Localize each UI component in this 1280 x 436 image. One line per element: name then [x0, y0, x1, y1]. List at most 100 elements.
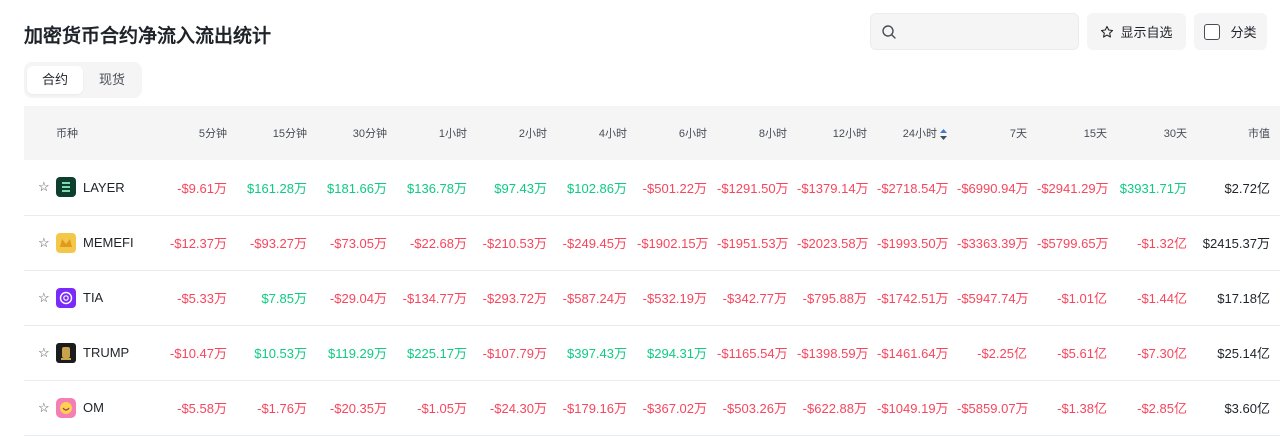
netflow-24h: -$1461.64万 [877, 346, 949, 361]
category-checkbox[interactable] [1204, 23, 1221, 40]
netflow-15d: -$5799.65万 [1037, 236, 1109, 251]
market-cap-cell: $17.18亿 [1217, 291, 1270, 306]
netflow-12h: -$1398.59万 [797, 346, 869, 361]
netflow-12h: -$2023.58万 [797, 236, 869, 251]
netflow-1h: -$1.05万 [417, 401, 467, 416]
netflow-30m: -$73.05万 [329, 236, 387, 251]
netflow-30m: $181.66万 [327, 180, 387, 196]
coin-symbol[interactable]: LAYER [83, 179, 125, 195]
coin-cell: ☆ TRUMP [24, 325, 150, 380]
netflow-6h: -$1902.15万 [637, 236, 709, 251]
netflow-2h: -$24.30万 [489, 401, 547, 416]
netflow-30m: -$20.35万 [329, 401, 387, 416]
coin-symbol[interactable]: OM [83, 400, 104, 415]
sort-icon [940, 128, 947, 140]
memefi-logo-icon [56, 232, 76, 253]
favorite-star-icon[interactable]: ☆ [38, 234, 50, 250]
netflow-30d: -$7.30亿 [1137, 346, 1187, 361]
trump-logo-icon [56, 342, 76, 363]
netflow-1h: -$134.77万 [402, 291, 467, 306]
netflow-15d: -$5.61亿 [1057, 346, 1107, 361]
market-tabs: 合约 现货 [24, 62, 142, 98]
col-header-15m[interactable]: 15分钟 [272, 128, 307, 140]
netflow-2h: -$107.79万 [482, 346, 547, 361]
col-header-1h[interactable]: 1小时 [438, 128, 467, 140]
col-header-8h[interactable]: 8小时 [758, 128, 787, 140]
netflow-12h: -$622.88万 [802, 401, 867, 416]
netflow-2h: -$210.53万 [482, 236, 547, 251]
tia-logo-icon [56, 287, 76, 308]
favorite-star-icon[interactable]: ☆ [38, 289, 50, 305]
netflow-15m: $7.85万 [261, 291, 307, 306]
table-row[interactable]: ☆ MEMEFI -$12.37万 -$93.27万 -$73.05万 -$22.68万 -… [24, 215, 1280, 270]
col-header-5m[interactable]: 5分钟 [198, 128, 227, 140]
netflow-7d: -$5859.07万 [957, 401, 1029, 416]
col-header-6h[interactable]: 6小时 [678, 128, 707, 140]
netflow-2h: -$293.72万 [482, 291, 547, 306]
coin-cell: ☆ OM [24, 380, 150, 435]
col-header-24h[interactable]: 24小时 [877, 106, 957, 160]
col-header-24h-label: 24小时 [902, 128, 937, 140]
col-header-30m[interactable]: 30分钟 [352, 128, 387, 140]
favorite-star-icon[interactable]: ☆ [38, 179, 50, 195]
col-header-7d[interactable]: 7天 [1009, 128, 1027, 140]
table-row[interactable]: ☆ OM -$5.58万 -$1.76万 -$20.35万 -$1.05万 -$24.30万… [24, 380, 1280, 435]
netflow-8h: -$342.77万 [722, 291, 787, 306]
netflow-5m: -$5.33万 [177, 291, 227, 306]
favorite-star-icon[interactable]: ☆ [38, 344, 50, 360]
netflow-8h: -$1165.54万 [717, 346, 788, 361]
om-logo-icon [56, 397, 76, 418]
netflow-4h: -$249.45万 [562, 236, 627, 251]
coin-symbol[interactable]: TIA [83, 290, 104, 305]
col-header-4h[interactable]: 4小时 [598, 128, 627, 140]
netflow-4h: $397.43万 [567, 346, 627, 361]
star-icon [1101, 25, 1114, 38]
netflow-8h: -$1291.50万 [717, 180, 789, 196]
netflow-7d: -$5947.74万 [957, 291, 1029, 306]
tab-futures[interactable]: 合约 [27, 66, 83, 94]
netflow-30d: $3931.71万 [1119, 180, 1187, 196]
netflow-12h: -$795.88万 [802, 291, 867, 306]
col-header-2h[interactable]: 2小时 [518, 128, 547, 140]
category-toggle[interactable]: 分类 [1194, 13, 1267, 50]
table-row[interactable]: ☆ TRUMP -$10.47万 $10.53万 $119.29万 $225.17万 -$1… [24, 325, 1280, 380]
netflow-15d: -$2941.29万 [1037, 180, 1109, 196]
tab-spot[interactable]: 现货 [98, 72, 125, 87]
netflow-4h: -$179.16万 [562, 401, 627, 416]
search-input[interactable] [870, 13, 1079, 50]
netflow-8h: -$1951.53万 [717, 236, 789, 251]
table-row[interactable]: ☆ LAYER -$9.61万 $161.28万 $181.66万 $136.78万 $97… [24, 160, 1280, 215]
netflow-15d: -$1.38亿 [1057, 401, 1107, 416]
netflow-24h: -$1742.51万 [877, 291, 949, 306]
netflow-6h: -$367.02万 [642, 401, 707, 416]
netflow-30m: $119.29万 [327, 346, 387, 361]
table-row[interactable]: ☆ TIA -$5.33万 $7.85万 -$29.04万 -$134.77万 -$293.… [24, 270, 1280, 325]
netflow-30m: -$29.04万 [329, 291, 387, 306]
col-header-15d[interactable]: 15天 [1083, 128, 1107, 140]
netflow-table: 币种 5分钟 15分钟 30分钟 1小时 2小时 4小时 6小时 8小时 12小… [24, 106, 1280, 436]
netflow-4h: $102.86万 [567, 180, 627, 196]
netflow-24h: -$2718.54万 [877, 180, 949, 196]
netflow-2h: $97.43万 [494, 180, 547, 196]
netflow-30d: -$2.85亿 [1137, 401, 1187, 416]
netflow-6h: -$532.19万 [642, 291, 707, 306]
netflow-7d: -$2.25亿 [977, 346, 1027, 361]
col-header-market-cap[interactable]: 市值 [1248, 128, 1270, 140]
col-header-coin[interactable]: 币种 [56, 128, 78, 140]
col-header-30d[interactable]: 30天 [1163, 128, 1187, 140]
favorite-star-icon[interactable]: ☆ [38, 399, 50, 415]
market-cap-cell: $2.72亿 [1224, 180, 1270, 196]
coin-cell: ☆ TIA [24, 270, 150, 325]
show-favorites-button[interactable]: 显示自选 [1087, 13, 1186, 50]
netflow-30d: -$1.44亿 [1137, 291, 1187, 306]
page-title: 加密货币合约净流入流出统计 [24, 26, 272, 47]
coin-symbol[interactable]: TRUMP [83, 345, 130, 360]
coin-symbol[interactable]: MEMEFI [83, 235, 134, 250]
coin-cell: ☆ LAYER [24, 160, 150, 215]
netflow-15m: $161.28万 [247, 180, 307, 196]
coin-cell: ☆ MEMEFI [24, 215, 150, 270]
netflow-15m: $10.53万 [254, 346, 307, 361]
col-header-12h[interactable]: 12小时 [832, 128, 867, 140]
show-favorites-label: 显示自选 [1120, 25, 1173, 40]
netflow-30d: -$1.32亿 [1137, 236, 1187, 251]
